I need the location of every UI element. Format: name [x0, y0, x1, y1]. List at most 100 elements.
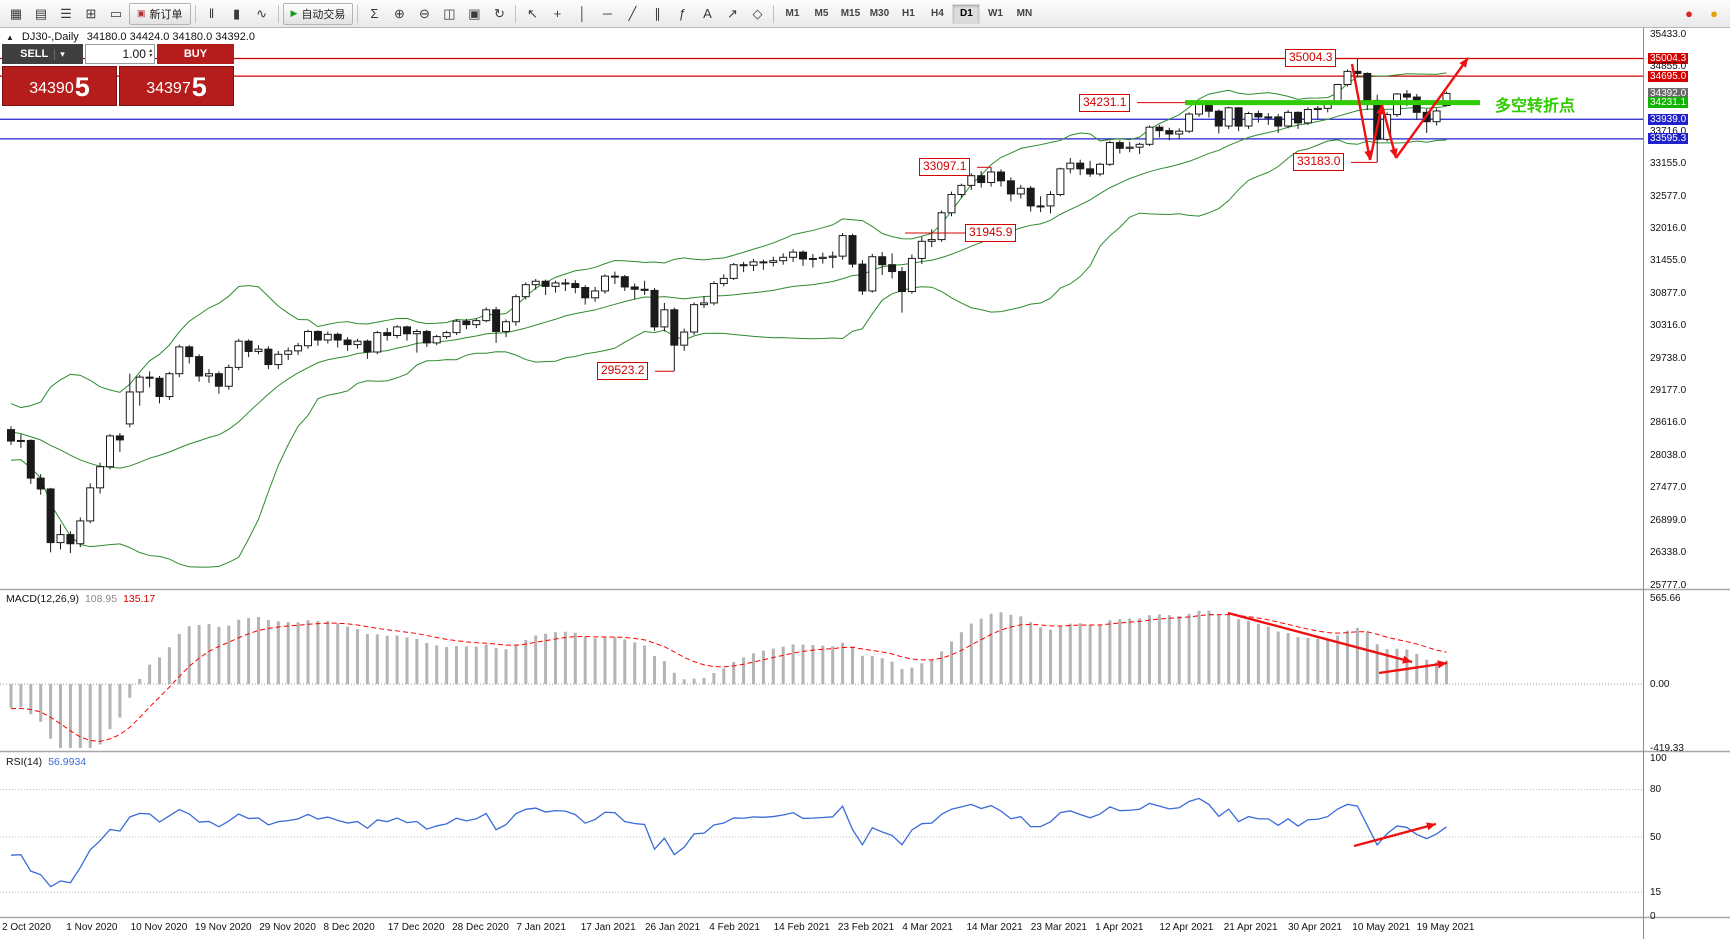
- date-axis-label: 19 Nov 2020: [194, 922, 252, 933]
- price-axis-label: 34855.0: [1650, 61, 1687, 73]
- timeframe-m15-button[interactable]: M15: [836, 4, 864, 24]
- timeframe-h1-button[interactable]: H1: [894, 4, 922, 24]
- price-axis-label: 34392.0: [1648, 87, 1689, 99]
- trendline-icon[interactable]: ╱: [620, 3, 644, 25]
- price-axis-label: 35004.3: [1648, 52, 1689, 64]
- chart-profiles-icon[interactable]: ▤: [29, 3, 53, 25]
- timeframe-m1-button[interactable]: M1: [778, 4, 806, 24]
- horizontal-line-icon[interactable]: ─: [595, 3, 619, 25]
- date-axis-label: 7 Jan 2021: [516, 922, 566, 933]
- panel-toggle-icon[interactable]: ▲: [6, 32, 14, 42]
- vertical-line-icon[interactable]: │: [570, 3, 594, 25]
- turning-point-note: 多空转折点: [1495, 97, 1576, 115]
- toolbar-separator: [773, 4, 775, 23]
- price-axis-label: 33939.0: [1648, 113, 1689, 125]
- new-order-button[interactable]: ▣ 新订单: [129, 2, 191, 25]
- channel-icon[interactable]: ∥: [645, 3, 669, 25]
- price-axis-label: 35433.0: [1650, 28, 1687, 40]
- market-watch-icon[interactable]: ☰: [54, 3, 78, 25]
- price-axis-label: 28616.0: [1650, 417, 1687, 429]
- date-axis-label: 12 Apr 2021: [1159, 922, 1214, 933]
- date-axis-label: 10 Nov 2020: [130, 922, 188, 933]
- date-axis-label: 17 Dec 2020: [387, 922, 445, 933]
- fibonacci-icon[interactable]: ƒ: [670, 3, 694, 25]
- ohlc-values: 34180.0 34424.0 34180.0 34392.0: [86, 31, 255, 43]
- date-axis-label: 26 Jan 2021: [645, 922, 701, 933]
- terminal-icon[interactable]: ▭: [104, 3, 128, 25]
- timeframe-d1-button[interactable]: D1: [952, 3, 981, 24]
- date-axis-label: 14 Mar 2021: [966, 922, 1023, 933]
- toolbar-separator: [277, 4, 279, 23]
- price-callout: 34231.1: [1079, 93, 1131, 112]
- date-axis-label: 17 Jan 2021: [580, 922, 636, 933]
- templates-icon[interactable]: ▣: [462, 3, 486, 25]
- rsi-value: 56.9934: [48, 756, 87, 768]
- volume-input[interactable]: 1.00 ▴ ▾: [84, 44, 155, 64]
- chevron-down-icon[interactable]: ▾: [54, 48, 65, 60]
- volume-down-icon[interactable]: ▾: [148, 53, 152, 59]
- macd-main-value: 108.95: [84, 593, 118, 605]
- sell-price-big-digit: 5: [74, 72, 90, 102]
- date-axis-label: 4 Feb 2021: [709, 922, 760, 933]
- price-axis-label: 30877.0: [1650, 288, 1687, 300]
- cursor-icon[interactable]: ↖: [520, 3, 544, 25]
- candlestick-chart-icon[interactable]: ▮: [225, 3, 249, 25]
- macd-axis-label: -419.33: [1650, 742, 1684, 754]
- volume-value: 1.00: [122, 47, 146, 61]
- timeframe-m30-button[interactable]: M30: [865, 4, 893, 24]
- rsi-indicator-label: RSI(14) 56.9934: [6, 756, 86, 768]
- timeframe-h4-button[interactable]: H4: [923, 4, 951, 24]
- sell-button[interactable]: SELL ▾: [2, 44, 83, 64]
- alert-icon[interactable]: ●: [1677, 3, 1701, 25]
- rsi-axis-label: 50: [1650, 831, 1662, 843]
- buy-price: 34397: [146, 80, 191, 97]
- rsi-axis-label: 100: [1650, 752, 1667, 764]
- new-chart-icon[interactable]: ▦: [4, 3, 28, 25]
- chart-title: ▲ DJ30-,Daily 34180.0 34424.0 34180.0 34…: [6, 31, 255, 43]
- crosshair-icon[interactable]: +: [545, 3, 569, 25]
- timeframe-m5-button[interactable]: M5: [807, 4, 835, 24]
- price-axis-label: 30316.0: [1650, 320, 1687, 332]
- line-chart-icon[interactable]: ∿: [250, 3, 274, 25]
- one-click-trading-panel: SELL ▾ 1.00 ▴ ▾ BUY 34390 5 34397 5: [2, 44, 234, 106]
- toolbar-separator: [515, 4, 517, 23]
- auto-scroll-icon[interactable]: ↻: [487, 3, 511, 25]
- shapes-icon[interactable]: ◇: [745, 3, 769, 25]
- toolbar: ▦ ▤ ☰ ⊞ ▭ ▣ 新订单 ‖ ▮ ∿ ▶ 自动交易 Σ ⊕ ⊖ ◫ ▣ ↻ ↖ + │ ─ ╱ ∥ ƒ A ↗ ◇ M1 M5 M15…: [0, 0, 1730, 28]
- price-axis-label: 32577.0: [1650, 191, 1687, 203]
- auto-trading-button[interactable]: ▶ 自动交易: [282, 2, 354, 25]
- buy-price-box[interactable]: 34397 5: [119, 66, 234, 106]
- price-callout: 35004.3: [1285, 49, 1337, 68]
- auto-trading-button-label: 自动交易: [301, 8, 346, 21]
- text-label-icon[interactable]: A: [695, 3, 719, 25]
- toolbar-separator: [194, 4, 196, 23]
- price-callout: 31945.9: [965, 223, 1017, 242]
- navigator-icon[interactable]: ⊞: [79, 3, 103, 25]
- price-axis-label: 31455.0: [1650, 255, 1687, 267]
- date-axis-label: 1 Apr 2021: [1095, 922, 1144, 933]
- indicators-icon[interactable]: Σ: [362, 3, 386, 25]
- tile-windows-icon[interactable]: ◫: [437, 3, 461, 25]
- price-axis-label: 25777.0: [1650, 579, 1687, 591]
- new-order-button-label: 新订单: [149, 8, 183, 21]
- macd-axis-label: 0.00: [1650, 678, 1670, 690]
- buy-button[interactable]: BUY: [156, 44, 234, 64]
- sell-price-box[interactable]: 34390 5: [2, 66, 117, 106]
- symbol-name: DJ30-,Daily: [21, 31, 79, 43]
- timeframe-mn-button[interactable]: MN: [1010, 4, 1038, 24]
- price-axis-label: 26338.0: [1650, 547, 1687, 559]
- macd-axis-label: 565.66: [1650, 592, 1681, 604]
- date-axis-label: 23 Feb 2021: [837, 922, 895, 933]
- auto-trading-icon: ▶: [290, 8, 298, 18]
- timeframe-w1-button[interactable]: W1: [981, 4, 1009, 24]
- volume-up-icon[interactable]: ▴: [148, 48, 152, 54]
- zoom-in-icon[interactable]: ⊕: [387, 3, 411, 25]
- community-icon[interactable]: ●: [1702, 3, 1726, 25]
- rsi-axis-label: 15: [1650, 886, 1662, 898]
- price-axis-label: 29177.0: [1650, 385, 1687, 397]
- arrow-tools-icon[interactable]: ↗: [720, 3, 744, 25]
- zoom-out-icon[interactable]: ⊖: [412, 3, 436, 25]
- bar-chart-icon[interactable]: ‖: [200, 3, 224, 25]
